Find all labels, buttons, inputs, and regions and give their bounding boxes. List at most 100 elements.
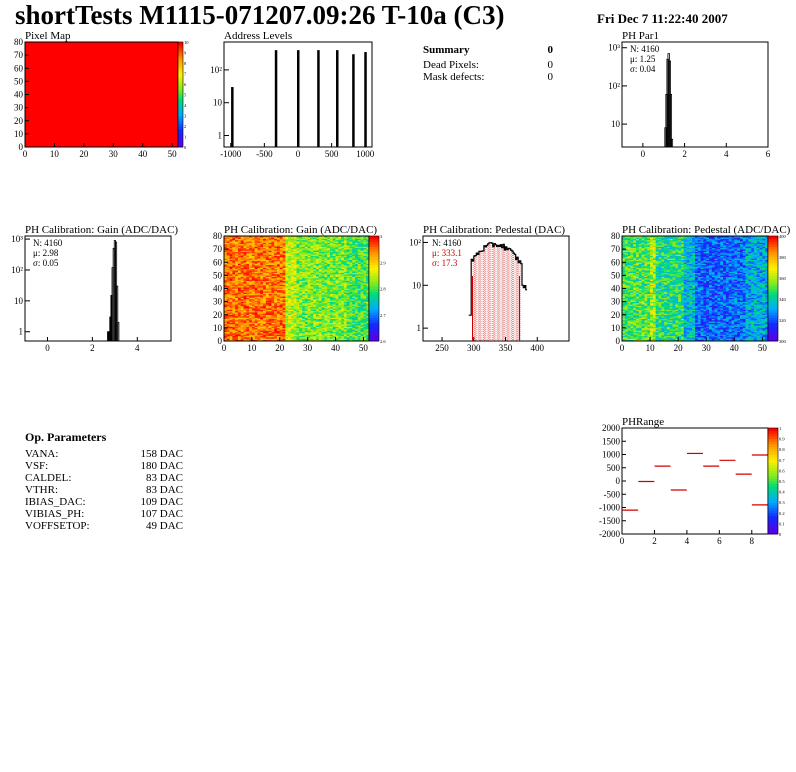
heatmap-cell <box>282 304 286 306</box>
heatmap-cell <box>343 322 347 325</box>
heatmap-cell <box>627 318 631 321</box>
heatmap-cell <box>271 251 275 254</box>
heatmap-cell <box>324 297 328 300</box>
heatmap-cell <box>263 246 267 249</box>
heatmap-cell <box>246 268 250 271</box>
heatmap-cell <box>343 304 347 306</box>
heatmap-cell <box>243 325 247 327</box>
heatmap-cell <box>363 250 367 253</box>
heatmap-cell <box>624 316 628 318</box>
heatmap-cell <box>235 295 239 297</box>
heatmap-cell <box>224 280 228 283</box>
heatmap-cell <box>251 264 255 267</box>
heatmap-cell <box>240 300 244 302</box>
palette-cell <box>369 304 379 308</box>
heatmap-cell <box>243 257 247 259</box>
heatmap-cell <box>310 304 314 306</box>
heatmap-cell <box>363 326 367 329</box>
heatmap-cell <box>633 295 637 297</box>
heatmap-cell <box>235 285 239 288</box>
heatmap-cell <box>224 257 228 259</box>
heatmap-cell <box>307 280 311 283</box>
heatmap-cell <box>288 314 292 317</box>
heatmap-cell <box>229 255 233 258</box>
heatmap-cell <box>313 274 317 276</box>
heatmap-cell <box>329 280 334 283</box>
heatmap-cell <box>630 259 634 262</box>
heatmap-cell <box>299 326 303 329</box>
heatmap-cell <box>355 254 359 256</box>
heatmap-cell <box>627 309 631 312</box>
heatmap-cell <box>290 295 295 297</box>
heatmap-cell <box>302 270 306 272</box>
heatmap-cell <box>251 306 255 309</box>
heatmap-cell <box>251 262 255 264</box>
heatmap-cell <box>224 258 228 260</box>
heatmap-cell <box>299 285 303 288</box>
heatmap-cell <box>357 264 361 267</box>
heatmap-cell <box>324 301 328 304</box>
tick-label: 0 <box>222 343 227 353</box>
heatmap-cell <box>630 314 634 317</box>
heatmap-cell <box>265 310 269 313</box>
heatmap-cell <box>243 321 247 323</box>
heatmap-cell <box>329 306 334 309</box>
heatmap-cell <box>624 330 628 333</box>
heatmap-cell <box>246 276 250 279</box>
heatmap-cell <box>271 295 275 297</box>
heatmap-cell <box>316 308 320 310</box>
heatmap-cell <box>257 281 261 284</box>
heatmap-cell <box>271 289 275 292</box>
pedestal-hist-series <box>468 242 528 341</box>
heatmap-cell <box>226 247 230 250</box>
heatmap-cell <box>627 314 631 317</box>
heatmap-cell <box>341 335 345 338</box>
heatmap-cell <box>329 285 334 288</box>
heatmap-cell <box>357 262 361 264</box>
heatmap-cell <box>335 246 339 249</box>
heatmap-cell <box>341 281 345 284</box>
heatmap-cell <box>271 318 275 321</box>
heatmap-cell <box>636 296 640 298</box>
tick-label: 1 <box>417 323 422 333</box>
heatmap-cell <box>346 276 350 279</box>
heatmap-cell <box>285 254 289 256</box>
heatmap-cell <box>346 301 350 304</box>
heatmap-cell <box>271 327 275 330</box>
heatmap-cell <box>232 267 236 270</box>
heatmap-cell <box>260 239 264 242</box>
tick-label: 30 <box>213 297 223 307</box>
heatmap-cell <box>246 257 250 259</box>
heatmap-cell <box>263 293 267 296</box>
heatmap-cell <box>316 242 320 245</box>
heatmap-cell <box>329 291 334 293</box>
heatmap-cell <box>321 306 325 309</box>
heatmap-cell <box>265 268 269 271</box>
heatmap-cell <box>237 285 242 288</box>
heatmap-cell <box>254 338 258 340</box>
heatmap-cell <box>232 276 236 279</box>
heatmap-cell <box>304 329 308 331</box>
heatmap-cell <box>360 314 364 317</box>
heatmap-cell <box>257 289 261 292</box>
heatmap-cell <box>268 241 272 243</box>
heatmap-cell <box>363 259 367 262</box>
heatmap-cell <box>346 317 350 319</box>
heatmap-cell <box>622 310 626 313</box>
heatmap-cell <box>260 245 264 247</box>
heatmap-cell <box>346 312 350 314</box>
heatmap-cell <box>274 329 278 331</box>
heatmap-cell <box>355 325 359 327</box>
heatmap-cell <box>282 305 286 308</box>
heatmap-cell <box>310 270 314 272</box>
heatmap-cell <box>251 305 255 308</box>
heatmap-cell <box>299 279 303 281</box>
heatmap-cell <box>290 299 295 301</box>
heatmap-cell <box>313 297 317 300</box>
heatmap-cell <box>622 262 626 264</box>
heatmap-cell <box>622 323 626 326</box>
heatmap-cell <box>307 310 311 313</box>
heatmap-cell <box>633 284 637 287</box>
heatmap-cell <box>304 323 308 326</box>
heatmap-cell <box>335 325 339 327</box>
